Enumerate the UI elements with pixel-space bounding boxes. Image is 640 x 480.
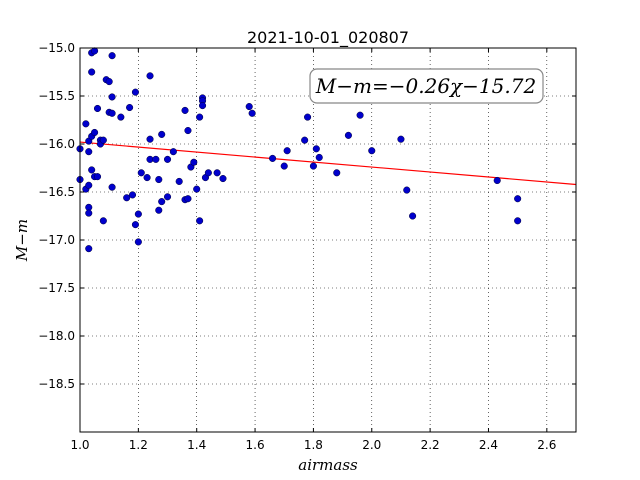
data-point	[152, 155, 160, 163]
y-axis-label: M−m	[13, 219, 31, 262]
y-tick-label: −17.5	[38, 281, 75, 295]
data-point	[91, 128, 99, 137]
y-tick-label: −18.0	[38, 329, 75, 343]
data-point	[493, 176, 501, 185]
x-tick-label: 2.0	[362, 438, 381, 452]
data-point	[269, 154, 277, 162]
data-point	[126, 103, 134, 112]
data-point	[309, 162, 317, 170]
data-point	[204, 169, 212, 177]
data-point	[85, 148, 93, 156]
fit-equation: M−m=−0.26χ−15.72	[315, 74, 536, 98]
x-tick-label: 1.2	[129, 438, 148, 452]
data-point	[184, 127, 192, 135]
data-point	[105, 78, 113, 86]
data-point	[283, 147, 291, 155]
data-point	[108, 52, 116, 60]
data-point	[108, 109, 116, 117]
data-point	[99, 136, 107, 144]
data-point	[304, 113, 312, 121]
data-point	[117, 113, 125, 121]
y-tick-label: −15.0	[38, 41, 75, 55]
data-point	[514, 195, 522, 203]
data-point	[155, 206, 163, 214]
points-layer	[76, 47, 522, 253]
data-point	[175, 177, 183, 185]
data-point	[409, 212, 417, 220]
data-point	[158, 130, 166, 138]
data-point	[91, 47, 99, 55]
data-point	[155, 175, 163, 184]
data-point	[368, 147, 376, 155]
data-point	[356, 111, 364, 119]
x-tick-label: 2.6	[537, 438, 556, 452]
data-point	[93, 173, 102, 181]
x-tick-label: 2.2	[421, 438, 440, 452]
data-point	[85, 209, 93, 217]
x-tick-label: 1.0	[70, 438, 89, 452]
data-point	[190, 158, 198, 166]
data-point	[193, 185, 201, 193]
fit-line	[79, 141, 577, 186]
data-point	[333, 169, 341, 177]
data-point	[312, 145, 320, 153]
x-tick-label: 1.4	[187, 438, 206, 452]
x-axis: 1.0 1.2 1.4 1.6 1.8 2.0 2.2 2.4 2.6	[70, 48, 556, 452]
data-point	[88, 68, 96, 76]
data-point	[245, 103, 253, 111]
data-point	[108, 93, 116, 101]
fit-equation-box	[309, 68, 544, 104]
x-tick-label: 1.6	[246, 438, 265, 452]
data-point	[196, 217, 204, 225]
y-tick-label: −18.5	[38, 377, 75, 391]
data-point	[163, 193, 172, 201]
data-point	[146, 72, 154, 80]
data-point	[196, 113, 204, 121]
grid	[79, 47, 576, 432]
fit-layer	[79, 141, 577, 186]
data-point	[315, 153, 323, 161]
data-point	[248, 109, 256, 117]
y-tick-label: −16.5	[38, 185, 75, 199]
x-axis-label: airmass	[298, 456, 358, 474]
chart-title: 2021-10-01_020807	[247, 28, 409, 48]
data-point	[181, 106, 189, 114]
data-point	[219, 175, 227, 183]
data-point	[131, 221, 139, 229]
data-point	[280, 162, 288, 170]
y-tick-label: −15.5	[38, 89, 75, 103]
data-point	[198, 102, 207, 110]
data-point	[397, 135, 405, 143]
data-point	[301, 136, 309, 144]
x-tick-label: 1.8	[304, 438, 323, 452]
data-point	[184, 195, 192, 203]
data-point	[213, 169, 221, 177]
data-point	[134, 238, 142, 246]
data-point	[108, 183, 116, 191]
data-point	[85, 245, 93, 253]
data-point	[123, 194, 131, 202]
data-point	[514, 217, 522, 225]
data-point	[93, 104, 102, 113]
y-tick-label: −16.0	[38, 137, 75, 151]
data-point	[146, 135, 154, 143]
data-point	[158, 198, 166, 206]
data-point	[82, 120, 90, 128]
data-point	[403, 186, 411, 194]
data-point	[134, 210, 142, 218]
data-point	[143, 174, 151, 182]
data-point	[88, 166, 96, 174]
data-point	[169, 148, 177, 156]
x-tick-label: 2.4	[479, 438, 498, 452]
y-axis: −15.0 −15.5 −16.0 −16.5 −17.0 −17.5 −18.0 −18.5	[38, 41, 576, 391]
data-point	[85, 181, 93, 189]
data-point	[131, 88, 139, 96]
data-point	[163, 155, 172, 163]
y-tick-label: −17.0	[38, 233, 75, 247]
data-point	[128, 191, 137, 199]
data-point	[344, 131, 352, 139]
data-point	[99, 217, 107, 225]
data-point	[137, 169, 145, 177]
